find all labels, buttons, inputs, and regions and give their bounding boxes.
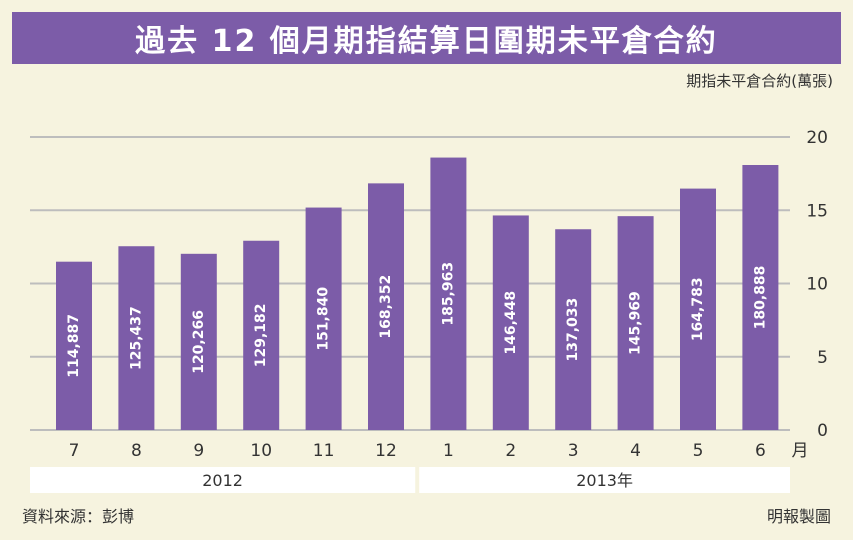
bar [680,188,716,430]
bar [243,240,280,430]
chart-title: 過去 12 個月期指結算日圍期未平倉合約 [12,12,841,64]
bar-data-label: 137,033 [565,298,581,362]
x-tick-label: 6 [755,441,766,461]
bar-data-label: 129,182 [253,303,269,367]
x-tick-label: 8 [131,441,142,461]
bar [118,246,155,430]
bar-data-label: 146,448 [503,291,519,355]
bar [492,215,529,430]
bar-data-label: 185,963 [440,262,456,326]
bar [56,261,92,430]
bar [368,183,404,430]
y-axis-unit-label: 期指未平倉合約(萬張) [686,72,833,90]
x-tick-label: 10 [250,441,272,461]
bar-data-label: 168,352 [378,275,394,339]
y-tick-label: 5 [817,348,828,368]
year-band [419,467,790,493]
x-tick-label: 4 [630,441,641,461]
bar [742,164,779,430]
x-tick-label: 2 [505,441,516,461]
bar-data-label: 164,783 [690,277,706,341]
x-tick-label: 9 [193,441,204,461]
bar-data-label: 120,266 [191,310,207,374]
y-tick-label: 20 [806,128,828,148]
bar-data-label: 125,437 [128,306,144,370]
x-tick-label: 5 [693,441,704,461]
bars-group [56,157,779,430]
grid-lines [30,136,790,431]
x-tick-label: 3 [568,441,579,461]
data-source: 資料來源：彭博 [22,507,135,526]
y-tick-labels-group: 0 5 10 15 20 [806,128,828,441]
bar-labels-group: 114,887 125,437 120,266 129,182 151,840 168,3… [66,262,768,378]
x-tick-labels-group: 7 8 9 10 11 12 1 2 3 4 5 6 月 [69,441,809,461]
x-tick-label: 12 [375,441,397,461]
year-band [30,467,416,493]
x-tick-label: 1 [443,441,454,461]
bar [430,157,467,430]
bar-data-label: 114,887 [66,314,82,378]
x-tick-label: 7 [69,441,80,461]
bar [180,253,217,430]
month-unit-label: 月 [792,441,809,461]
y-tick-label: 10 [806,275,828,295]
chart-credit: 明報製圖 [766,507,831,526]
bar-data-label: 151,840 [316,287,332,351]
bar [555,229,592,430]
bar [617,216,654,430]
bar-chart: 114,887 125,437 120,266 129,182 151,840 168,3… [30,128,828,493]
year-bands-group: 2012 2013年 [30,467,790,493]
bar [305,207,342,430]
y-tick-label: 15 [806,201,828,221]
x-tick-label: 11 [313,441,335,461]
bar-data-label: 145,969 [628,291,644,355]
year-label: 2012 [202,471,243,490]
bar-data-label: 180,888 [752,266,768,330]
year-label: 2013年 [576,471,633,490]
y-tick-label: 0 [817,421,828,441]
